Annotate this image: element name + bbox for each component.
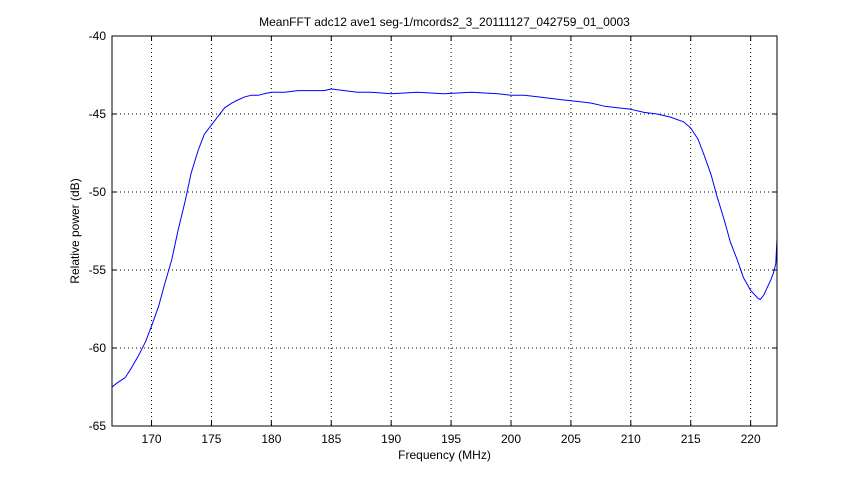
x-tick-label: 220 bbox=[741, 432, 761, 446]
y-axis: -65 -60 -55 -50 -45 -40 bbox=[89, 29, 777, 433]
x-tick-label: 180 bbox=[261, 432, 281, 446]
plot-frame bbox=[111, 35, 778, 427]
x-tick-label: 170 bbox=[142, 432, 162, 446]
y-axis-title: Relative power (dB) bbox=[68, 178, 82, 283]
y-tick-label: -55 bbox=[89, 263, 107, 277]
x-tick-label: 190 bbox=[381, 432, 401, 446]
y-tick-label: -60 bbox=[89, 341, 107, 355]
x-tick-label: 185 bbox=[321, 432, 341, 446]
x-axis-title: Frequency (MHz) bbox=[398, 448, 491, 462]
y-tick-label: -65 bbox=[89, 419, 107, 433]
x-tick-label: 195 bbox=[441, 432, 461, 446]
y-tick-label: -50 bbox=[89, 185, 107, 199]
y-tick-label: -45 bbox=[89, 107, 107, 121]
x-tick-label: 205 bbox=[561, 432, 581, 446]
chart-title: MeanFFT adc12 ave1 seg-1/mcords2_3_20111… bbox=[259, 15, 630, 29]
x-tick-label: 200 bbox=[501, 432, 521, 446]
y-tick-label: -40 bbox=[89, 29, 107, 43]
x-tick-label: 210 bbox=[621, 432, 641, 446]
series-line bbox=[111, 88, 778, 388]
x-tick-label: 175 bbox=[201, 432, 221, 446]
x-tick-label: 215 bbox=[681, 432, 701, 446]
series-layer bbox=[111, 88, 778, 388]
x-axis: 170 175 180 185 190 195 200 205 210 215 220 bbox=[142, 36, 761, 446]
plot-area bbox=[112, 36, 777, 426]
